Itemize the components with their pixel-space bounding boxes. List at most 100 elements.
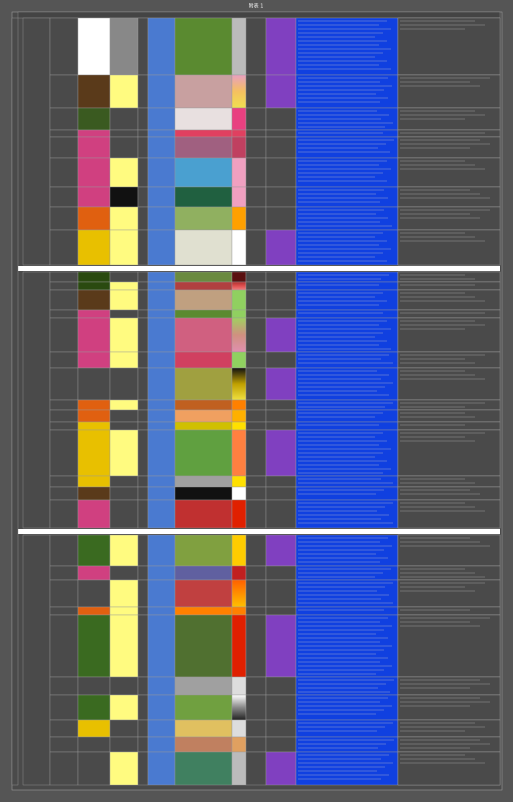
remark-cell: [397, 606, 501, 616]
color-cell: [77, 206, 111, 231]
name-cell: [49, 486, 79, 501]
color-cell: [77, 409, 111, 423]
color-cell: [77, 676, 111, 696]
code-cell: [245, 206, 267, 231]
image-cell: [174, 534, 233, 567]
code-cell: [245, 229, 267, 266]
group-cell: [265, 614, 297, 678]
swatch-cell: [231, 289, 247, 311]
group-cell: [265, 229, 297, 266]
name-cell: [49, 271, 79, 283]
blue-cell: [295, 534, 399, 567]
name-cell: [49, 74, 79, 109]
name-cell: [49, 751, 79, 786]
name-cell: [49, 281, 79, 291]
image-cell: [174, 719, 233, 738]
code-cell: [245, 309, 267, 319]
section-label: [22, 17, 51, 266]
group-cell: [265, 429, 297, 477]
code-cell: [245, 157, 267, 188]
swatch-cell: [231, 499, 247, 529]
image-cell: [174, 751, 233, 786]
name-cell: [49, 694, 79, 721]
type-cell: [137, 676, 149, 696]
image-cell: [174, 17, 233, 76]
note-cell: [109, 579, 139, 608]
image-cell: [174, 429, 233, 477]
strip-cell: [147, 309, 176, 319]
strip-cell: [147, 736, 176, 753]
type-cell: [137, 157, 149, 188]
image-cell: [174, 107, 233, 131]
strip-cell: [147, 317, 176, 353]
remark-cell: [397, 719, 501, 738]
type-cell: [137, 229, 149, 266]
type-cell: [137, 736, 149, 753]
remark-cell: [397, 271, 501, 283]
code-cell: [245, 486, 267, 501]
section-label: [22, 534, 51, 786]
group-cell: [265, 157, 297, 188]
strip-cell: [147, 719, 176, 738]
code-cell: [245, 409, 267, 423]
strip-cell: [147, 367, 176, 401]
group-cell: [265, 486, 297, 501]
blue-cell: [295, 409, 399, 423]
swatch-cell: [231, 136, 247, 159]
remark-cell: [397, 736, 501, 753]
swatch-cell: [231, 74, 247, 109]
color-cell: [77, 719, 111, 738]
type-cell: [137, 309, 149, 319]
code-cell: [245, 367, 267, 401]
color-cell: [77, 534, 111, 567]
strip-cell: [147, 676, 176, 696]
color-cell: [77, 694, 111, 721]
blue-cell: [295, 351, 399, 369]
image-cell: [174, 309, 233, 319]
swatch-cell: [231, 719, 247, 738]
color-cell: [77, 229, 111, 266]
strip-cell: [147, 486, 176, 501]
code-cell: [245, 565, 267, 581]
note-cell: [109, 676, 139, 696]
group-cell: [265, 399, 297, 411]
strip-cell: [147, 409, 176, 423]
table-title: 附表 1: [249, 3, 264, 10]
strip-cell: [147, 534, 176, 567]
swatch-cell: [231, 271, 247, 283]
code-cell: [245, 421, 267, 431]
color-cell: [77, 429, 111, 477]
type-cell: [137, 534, 149, 567]
blue-cell: [295, 157, 399, 188]
color-cell: [77, 367, 111, 401]
note-cell: [109, 751, 139, 786]
note-cell: [109, 606, 139, 616]
swatch-cell: [231, 614, 247, 678]
note-cell: [109, 186, 139, 208]
color-cell: [77, 475, 111, 488]
blue-cell: [295, 74, 399, 109]
swatch-cell: [231, 367, 247, 401]
code-cell: [245, 614, 267, 678]
swatch-cell: [231, 17, 247, 76]
group-cell: [265, 606, 297, 616]
blue-cell: [295, 475, 399, 488]
blue-cell: [295, 206, 399, 231]
group-cell: [265, 107, 297, 131]
type-cell: [137, 565, 149, 581]
image-cell: [174, 229, 233, 266]
strip-cell: [147, 157, 176, 188]
name-cell: [49, 367, 79, 401]
code-cell: [245, 351, 267, 369]
image-cell: [174, 351, 233, 369]
strip-cell: [147, 281, 176, 291]
remark-cell: [397, 499, 501, 529]
strip-cell: [147, 694, 176, 721]
group-cell: [265, 309, 297, 319]
type-cell: [137, 421, 149, 431]
name-cell: [49, 409, 79, 423]
color-cell: [77, 351, 111, 369]
blue-cell: [295, 499, 399, 529]
group-cell: [265, 206, 297, 231]
blue-cell: [295, 399, 399, 411]
